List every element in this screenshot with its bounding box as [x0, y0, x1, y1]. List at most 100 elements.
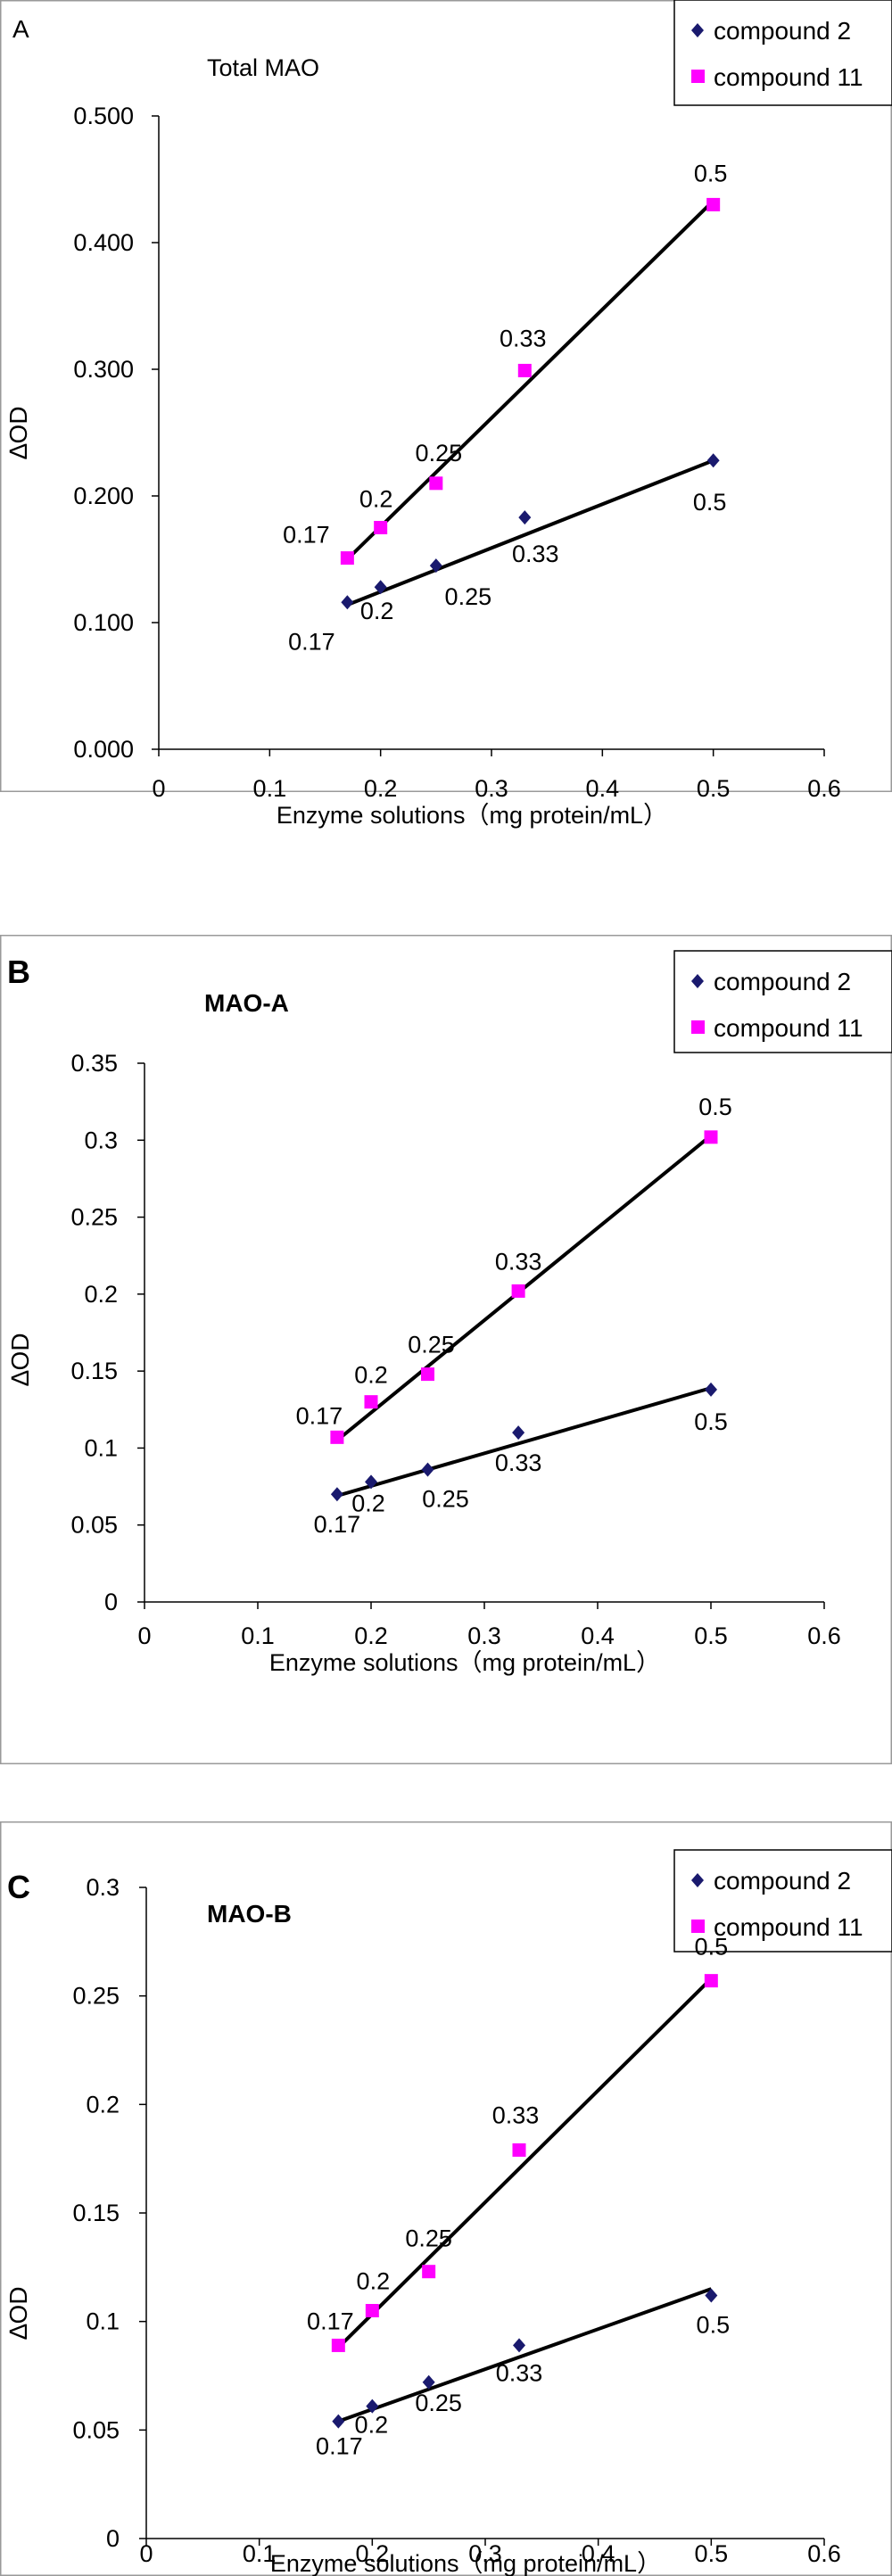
x-tick-label: 0.5 [697, 775, 731, 802]
data-point-square [365, 2304, 379, 2317]
x-tick-label: 0.3 [467, 1622, 501, 1649]
data-label: 0.33 [495, 1449, 542, 1476]
legend-box [673, 1849, 892, 1953]
y-tick-label: 0.25 [70, 1204, 118, 1231]
data-point-square [364, 1395, 378, 1409]
y-axis-label: ∆OD [4, 2286, 32, 2339]
x-tick-label: 0.3 [475, 775, 508, 802]
y-tick-label: 0.400 [73, 229, 134, 256]
data-point-diamond [421, 1462, 434, 1477]
data-label: 0.17 [288, 628, 335, 655]
panel-frame [0, 1821, 892, 2576]
legend-diamond-marker [691, 974, 704, 988]
data-label: 0.33 [496, 2359, 543, 2386]
y-tick-label: 0.1 [86, 2308, 120, 2335]
x-tick-label: 0.1 [253, 775, 287, 802]
legend-square-marker [691, 1020, 705, 1034]
panel-letter: B [7, 954, 30, 990]
x-tick-label: 0 [137, 1622, 151, 1649]
y-tick-label: 0.1 [84, 1434, 118, 1461]
data-label: 0.5 [697, 2311, 731, 2338]
data-label: 0.25 [415, 2390, 462, 2416]
legend-label-compound-2: compound 2 [714, 1867, 851, 1895]
data-point-square [422, 2265, 436, 2279]
x-tick-label: 0.6 [807, 775, 841, 802]
x-tick-label: 0.2 [364, 775, 398, 802]
x-tick-label: 0.1 [241, 1622, 275, 1649]
y-tick-label: 0.300 [73, 356, 134, 383]
data-point-square [706, 197, 721, 211]
legend-box [673, 0, 892, 106]
data-label: 0.33 [500, 325, 547, 351]
chart-panel-c: C MAO-B compound 2 compound 11 0 0.05 0.1 0.15 0… [0, 1821, 892, 2576]
data-point-square [330, 1430, 344, 1444]
data-point-square [704, 1974, 718, 1988]
x-tick-label: 0.4 [581, 1622, 615, 1649]
data-point-square [511, 1284, 525, 1298]
data-label: 0.2 [357, 2268, 391, 2295]
data-point-square [517, 363, 532, 377]
data-point-diamond [518, 510, 532, 525]
data-label: 0.2 [354, 1362, 388, 1389]
trendline [337, 2287, 713, 2423]
data-point-diamond [429, 558, 442, 574]
data-point-diamond [512, 1425, 525, 1441]
data-point-square [512, 2143, 526, 2157]
series-compound-11: 0.17 0.2 0.25 0.33 0.5 [283, 160, 727, 566]
data-label: 0.25 [445, 583, 492, 610]
x-tick-label: 0.1 [243, 2540, 277, 2567]
data-label: 0.25 [422, 1486, 469, 1513]
x-tick-label: 0.5 [695, 2540, 729, 2567]
x-tick-label: 0.2 [356, 2540, 390, 2567]
x-tick-label: 0.3 [468, 2540, 502, 2567]
y-tick-label: 0.25 [72, 1983, 120, 2010]
y-tick-label: 0.2 [84, 1281, 118, 1308]
chart-title: Total MAO [207, 54, 319, 81]
data-point-diamond [513, 2338, 525, 2353]
data-label: 0.2 [351, 1490, 385, 1516]
legend-square-marker [691, 70, 705, 83]
data-label: 0.25 [405, 2225, 452, 2252]
data-label: 0.25 [408, 1332, 455, 1358]
y-tick-label: 0.100 [73, 609, 134, 636]
panel-frame [0, 0, 892, 792]
data-point-square [340, 551, 354, 566]
data-label: 0.17 [307, 2308, 354, 2334]
series-compound-2: 0.170.20.250.330.5 [288, 453, 726, 655]
y-tick-label: 0.05 [72, 2416, 120, 2443]
y-tick-label: 0 [106, 2525, 120, 2552]
data-label: 0.33 [495, 1248, 542, 1275]
legend-label-compound-2: compound 2 [714, 17, 851, 45]
data-label: 0.17 [314, 1511, 361, 1538]
data-point-diamond [422, 2374, 435, 2390]
legend-box [673, 950, 892, 1053]
data-label: 0.5 [698, 1094, 732, 1120]
panel-frame [0, 935, 892, 1764]
x-axis-label: Enzyme solutions（mg protein/mL） [269, 1649, 660, 1676]
trendline [346, 458, 714, 607]
data-point-diamond [366, 2398, 379, 2414]
data-point-diamond [705, 2288, 718, 2303]
trendline [345, 199, 715, 561]
x-axis-label: Enzyme solutions（mg protein/mL） [270, 2550, 661, 2576]
x-tick-label: 0.6 [807, 1622, 841, 1649]
chart-panel-b: B MAO-A compound 2 compound 11 0 0.05 0.1 0.15 0… [0, 935, 892, 1764]
legend-label-compound-11: compound 11 [714, 63, 863, 91]
legend-diamond-marker [691, 1873, 704, 1887]
data-point-diamond [705, 1382, 717, 1397]
x-tick-label: 0.4 [586, 775, 620, 802]
y-tick-label: 0.05 [70, 1512, 118, 1539]
y-axis-label: ∆OD [4, 406, 32, 458]
legend-label-compound-11: compound 11 [714, 1913, 863, 1941]
data-point-square [704, 1130, 718, 1144]
chart-title: MAO-B [207, 1900, 292, 1928]
legend: compound 2 compound 11 [673, 950, 892, 1053]
data-point-diamond [374, 580, 387, 595]
panel-letter: C [7, 1869, 30, 1905]
data-point-square [374, 521, 388, 534]
data-label: 0.17 [296, 1402, 343, 1429]
legend-square-marker [691, 1920, 705, 1933]
